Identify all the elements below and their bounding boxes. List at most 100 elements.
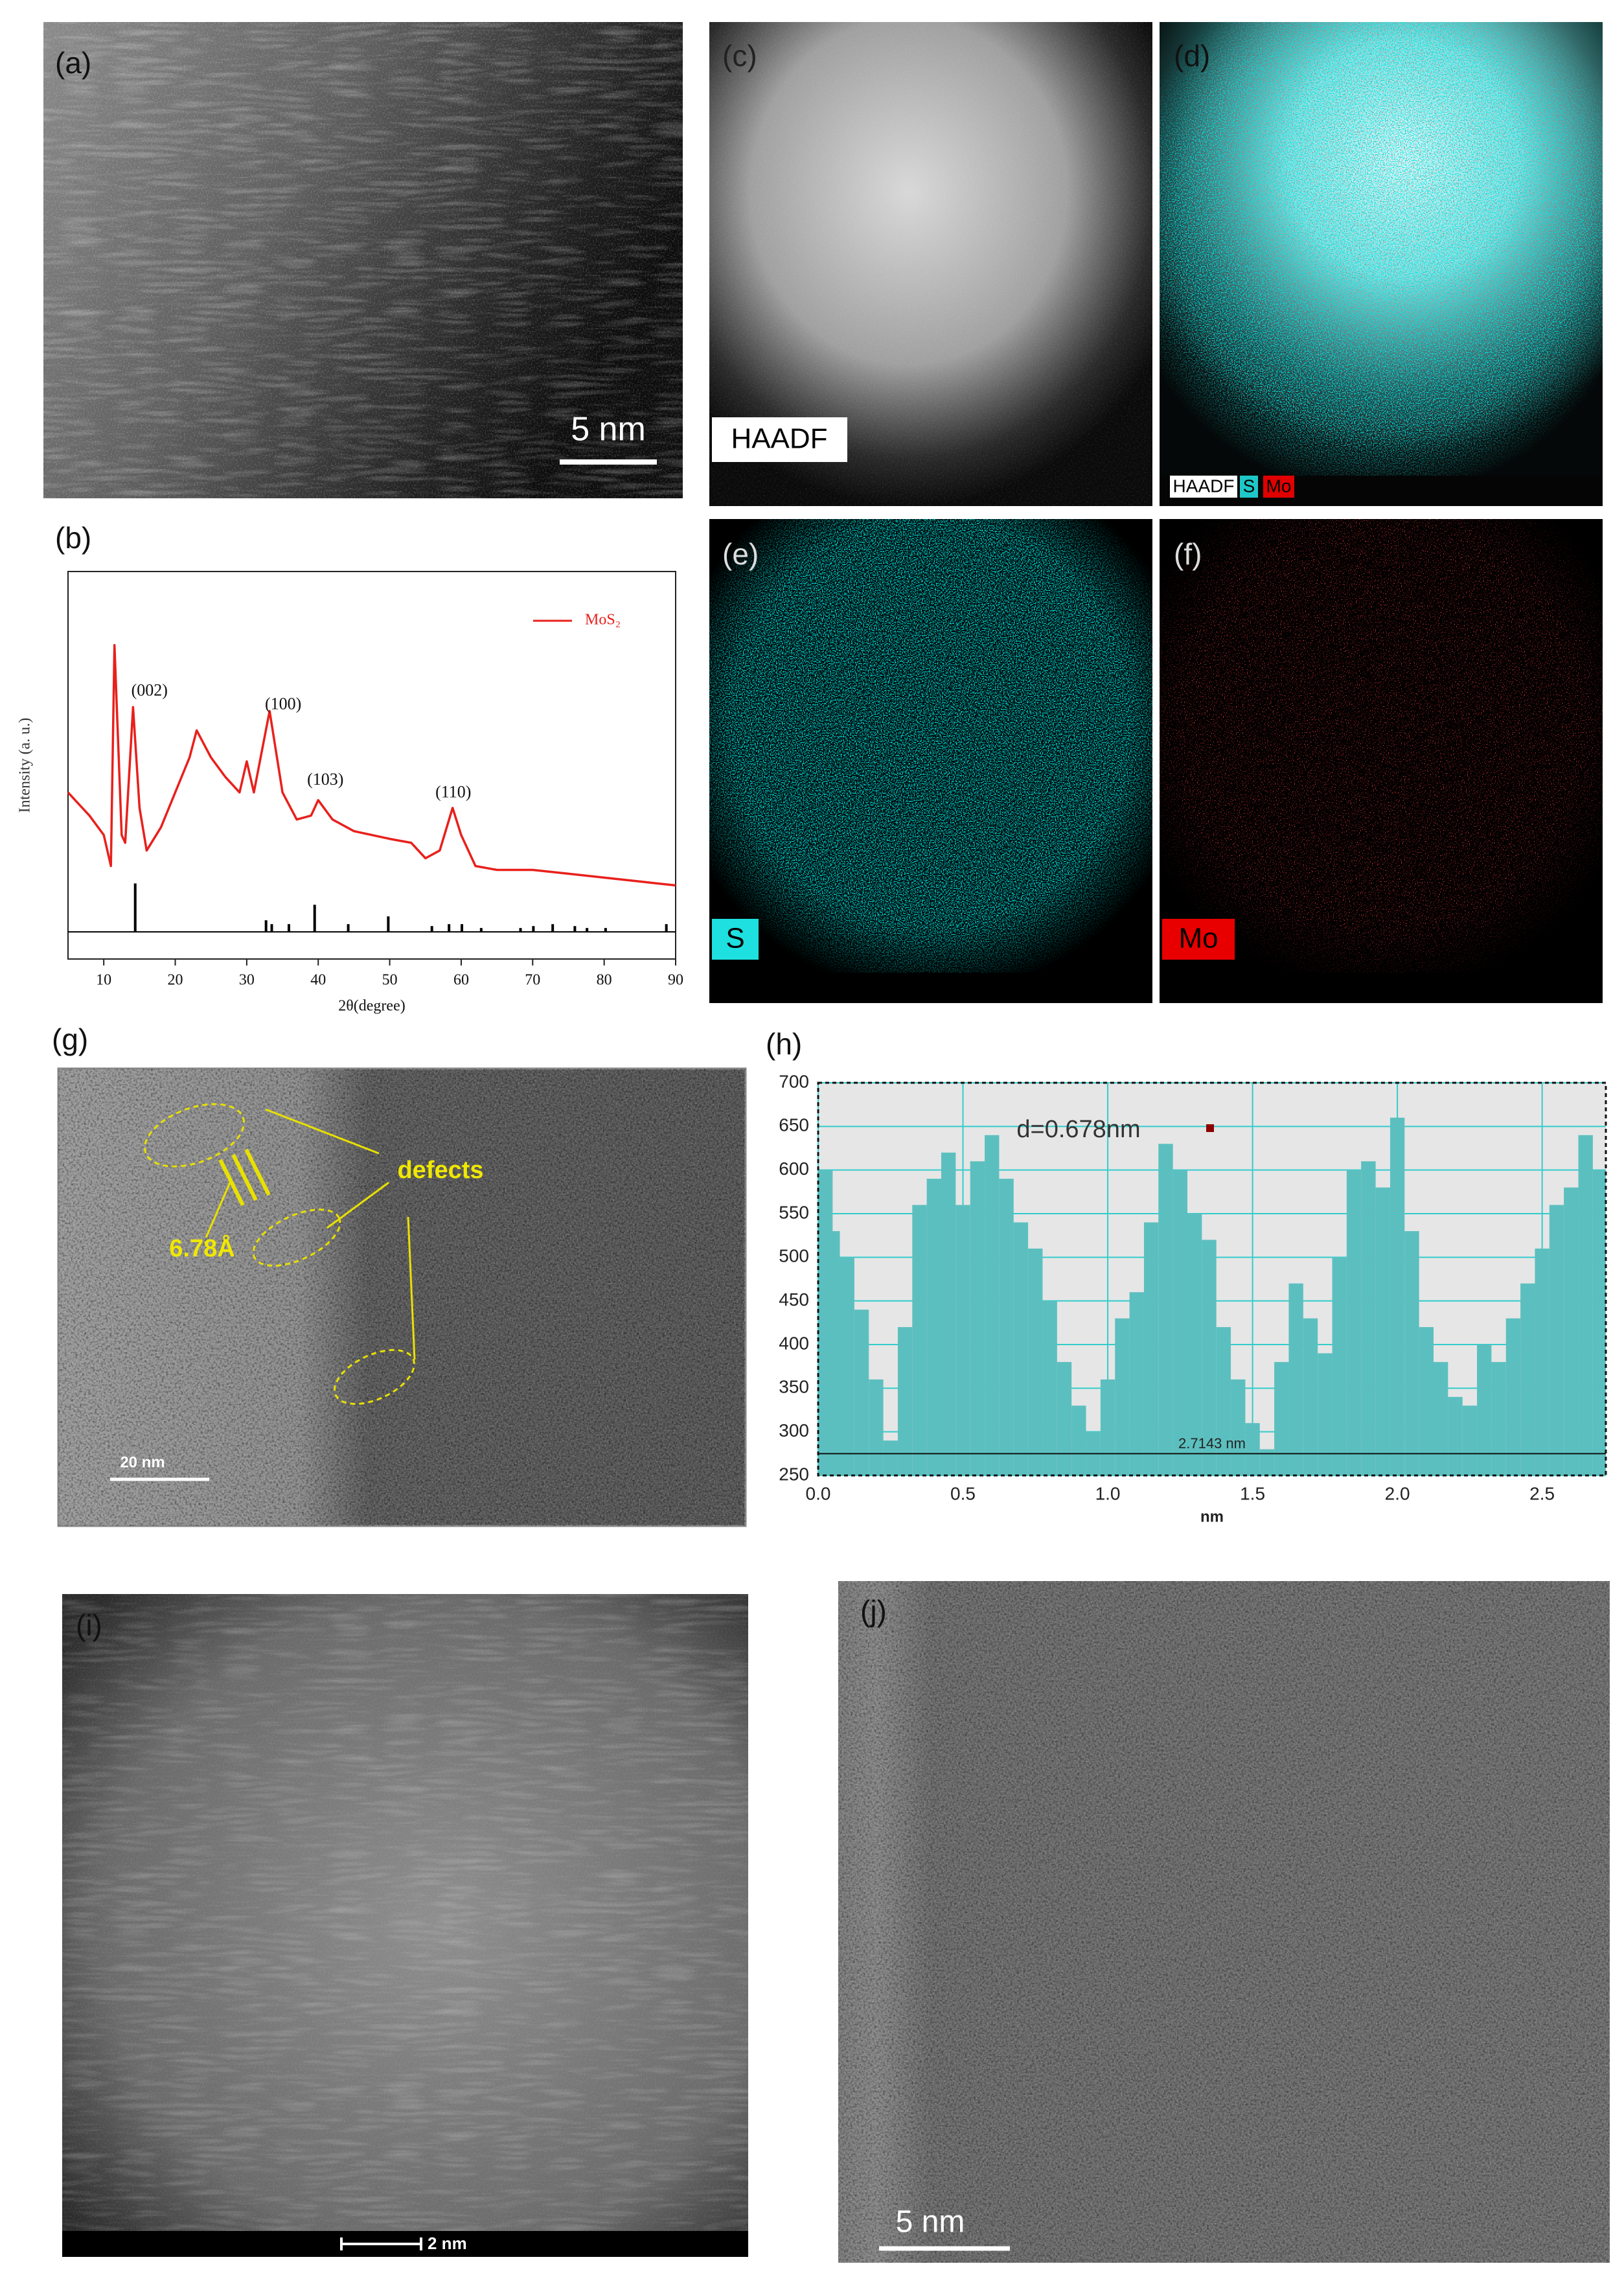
x-tick-label: 2.5 (1529, 1483, 1555, 1503)
marker (1206, 1124, 1214, 1132)
scale-bar-label: 20 nm (120, 1453, 165, 1471)
y-tick-label: 450 (779, 1289, 809, 1310)
panel-f: (f) Mo (1160, 519, 1603, 1003)
x-axis-label: 2θ(degree) (338, 998, 405, 1015)
bar (854, 1310, 869, 1475)
bar (1303, 1318, 1318, 1475)
panel-label: (a) (55, 46, 91, 80)
x-tick-label: 2.0 (1385, 1483, 1410, 1503)
panel-label: (i) (76, 1608, 102, 1642)
bar (1158, 1144, 1173, 1475)
bar (1071, 1405, 1086, 1475)
caption: HAADF (731, 423, 827, 455)
bar (897, 1327, 913, 1475)
bar (1231, 1379, 1246, 1475)
bar (1028, 1248, 1043, 1475)
texture (1160, 519, 1603, 973)
bar (1172, 1170, 1187, 1475)
bar (1042, 1300, 1057, 1475)
bar (970, 1161, 985, 1475)
bar (1057, 1361, 1072, 1475)
bar (1332, 1257, 1347, 1475)
plot-frame (67, 571, 676, 960)
x-tick-label: 20 (168, 972, 183, 989)
x-axis-label: nm (1200, 1508, 1224, 1525)
bar (1477, 1345, 1492, 1475)
legend-entry: HAADF (1173, 476, 1235, 496)
y-tick-label: 600 (779, 1159, 809, 1179)
legend-label: MoS₂ (585, 612, 621, 629)
x-tick-label: 1.0 (1095, 1483, 1121, 1503)
legend-box (1263, 476, 1294, 498)
bar (1143, 1222, 1159, 1475)
x-tick-label: 70 (525, 972, 540, 989)
bar (1274, 1361, 1289, 1475)
bar (1448, 1396, 1463, 1475)
charts: (b) 10 20 30 40 50 60 70 80 90 2θ(degree) Intensity… (17, 521, 1607, 1525)
bar (1578, 1135, 1593, 1475)
bar (1535, 1248, 1550, 1475)
x-tick-label: 1.5 (1240, 1483, 1265, 1503)
y-axis-label: Intensity (a. u.) (17, 718, 34, 813)
caption: Mo (1178, 923, 1218, 954)
bar (825, 1231, 840, 1475)
x-tick-label: 0.0 (806, 1483, 831, 1503)
panel-label: (c) (722, 39, 757, 73)
peak-label: (110) (435, 783, 471, 802)
panel-label: (e) (722, 537, 759, 571)
y-tick-label: 550 (779, 1202, 809, 1222)
x-tick-label: 40 (310, 972, 326, 989)
bar (1100, 1379, 1115, 1475)
x-tick-label: 60 (453, 972, 469, 989)
panel-label: (d) (1174, 39, 1210, 73)
scale-bar-label: 2 nm (428, 2234, 467, 2253)
bar (1549, 1205, 1564, 1475)
x-tick-label: 90 (668, 972, 683, 989)
caption-box (712, 417, 847, 462)
panel-label: (f) (1174, 537, 1202, 571)
scale-bar-label: 5 nm (896, 2205, 965, 2239)
panel-label: (b) (55, 521, 91, 555)
bar (985, 1135, 1000, 1475)
bar (1520, 1283, 1535, 1475)
bar (926, 1179, 941, 1475)
y-tick-label: 250 (779, 1464, 809, 1484)
panel-label: (h) (766, 1027, 802, 1061)
bar (869, 1379, 884, 1475)
panel-label: (g) (52, 1023, 88, 1056)
y-tick-label: 650 (779, 1115, 809, 1135)
bar (1259, 1449, 1275, 1475)
texture (709, 519, 1152, 973)
bar (1361, 1161, 1376, 1475)
annotation: defects (397, 1157, 483, 1184)
caption: S (726, 923, 744, 954)
bar (912, 1205, 927, 1475)
bar (955, 1205, 970, 1475)
bar (1564, 1187, 1579, 1475)
legend-entry: S (1243, 476, 1255, 496)
texture (1160, 22, 1603, 476)
x-tick-label: 10 (96, 972, 111, 989)
panel-label: (j) (860, 1594, 887, 1628)
caption-box (712, 919, 759, 960)
panel-i: (i) 2 nm (62, 1594, 748, 2257)
panel-e: (e) S (709, 519, 1152, 1003)
bar (941, 1152, 956, 1475)
panel-d: (d) HAADF S Mo (1160, 22, 1603, 506)
texture (58, 1069, 746, 1526)
panel-c: (c) HAADF (709, 22, 1152, 506)
texture (62, 1594, 748, 2231)
texture (838, 1581, 1610, 2263)
bar (1592, 1170, 1606, 1475)
legend-entry: Mo (1266, 476, 1292, 496)
y-tick-label: 700 (779, 1071, 809, 1091)
bar (1288, 1283, 1303, 1475)
bar (1491, 1361, 1506, 1475)
y-tick-label: 300 (779, 1420, 809, 1440)
bar (1202, 1240, 1217, 1475)
bar (1390, 1117, 1405, 1475)
bar (999, 1179, 1014, 1475)
scale-bar-label: 5 nm (571, 411, 646, 448)
bar (883, 1440, 898, 1475)
